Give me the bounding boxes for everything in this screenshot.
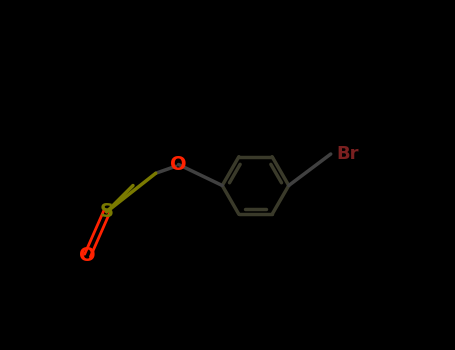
Text: Br: Br (336, 145, 359, 163)
Text: S: S (100, 202, 114, 221)
Text: O: O (170, 155, 187, 174)
Text: O: O (79, 246, 96, 265)
